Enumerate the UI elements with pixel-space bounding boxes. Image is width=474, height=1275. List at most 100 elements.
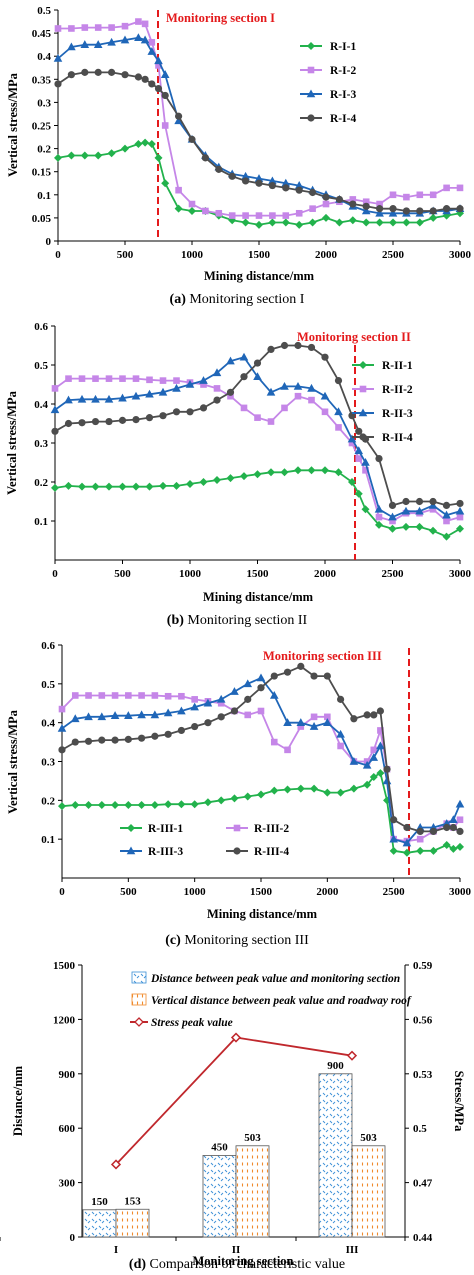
- series-point-r-ii-1: [91, 482, 100, 491]
- series-point-r-i-4: [215, 165, 223, 173]
- series-point-r-ii-2: [78, 375, 86, 382]
- legend-label-r-i-4: R-I-4: [330, 113, 356, 125]
- series-point-r-iii-4: [383, 765, 391, 773]
- series-point-r-iii-3: [84, 712, 93, 721]
- series-point-r-iii-3: [283, 718, 292, 726]
- series-point-r-ii-1: [145, 482, 154, 491]
- chart-b-xtick-label: 1000: [179, 568, 202, 580]
- series-point-r-i-4: [282, 184, 290, 192]
- series-point-r-iii-3: [243, 679, 253, 688]
- series-point-r-i-2: [429, 191, 437, 199]
- series-point-r-ii-1: [132, 482, 140, 491]
- series-point-r-iii-1: [369, 773, 378, 782]
- chart-d-xtick-label-i: I: [114, 1244, 118, 1256]
- series-point-r-iii-2: [164, 692, 172, 700]
- series-point-r-iii-3: [177, 706, 186, 715]
- series-point-r-iii-4: [370, 711, 378, 719]
- stress-peak-point: [346, 1050, 358, 1061]
- series-point-r-i-1: [402, 218, 411, 227]
- series-point-r-iii-1: [296, 784, 305, 793]
- series-point-r-ii-1: [321, 466, 329, 475]
- series-point-r-iii-3: [369, 753, 379, 761]
- series-point-r-i-3: [154, 56, 163, 65]
- series-point-r-ii-1: [415, 522, 424, 531]
- series-point-r-iii-3: [389, 834, 398, 843]
- series-point-r-ii-1: [429, 526, 437, 535]
- legend-label-r-iii-1: R-III-1: [148, 823, 183, 835]
- series-point-r-i-4: [201, 154, 209, 162]
- series-point-r-ii-3: [50, 405, 60, 414]
- series-point-r-ii-1: [213, 476, 221, 485]
- series-point-r-iii-4: [164, 730, 172, 738]
- series-point-r-ii-4: [334, 377, 343, 385]
- series-point-r-iii-1: [150, 800, 159, 809]
- legend-label-r-ii-2: R-II-2: [382, 384, 413, 396]
- series-point-r-i-3: [120, 35, 130, 44]
- series-point-r-i-3: [67, 42, 76, 51]
- legend-label-r-ii-3: R-II-3: [382, 408, 413, 420]
- series-point-r-ii-3: [280, 381, 289, 390]
- series-point-r-ii-3: [307, 383, 316, 392]
- chart-b-xlabel: Mining distance/mm: [203, 590, 314, 604]
- series-point-r-ii-3: [361, 458, 370, 466]
- series-point-r-i-4: [228, 172, 236, 180]
- series-point-r-ii-3: [266, 387, 276, 396]
- series-point-r-ii-3: [401, 506, 411, 515]
- series-point-r-iii-2: [370, 746, 378, 754]
- series-point-r-i-3: [53, 54, 63, 62]
- series-point-r-ii-1: [199, 478, 208, 486]
- chart-b-yticks: 0.1 0.2 0.3 0.4 0.5 0.6: [34, 321, 55, 528]
- series-point-r-ii-2: [456, 513, 464, 521]
- series-point-r-iii-3: [230, 687, 239, 695]
- series-point-r-i-3: [388, 208, 398, 217]
- legend-key-r-ii-4-marker: [359, 433, 367, 441]
- series-point-r-iii-1: [243, 792, 252, 801]
- series-point-r-ii-4: [159, 412, 167, 420]
- bar-series1-i: [82, 1209, 117, 1238]
- series-point-r-ii-1: [159, 481, 167, 490]
- series-point-r-iii-3: [137, 710, 146, 719]
- series-point-r-iii-4: [456, 827, 464, 836]
- series-point-r-iii-4: [337, 695, 345, 703]
- series-point-r-i-1: [429, 213, 438, 222]
- chart-d-bars: [82, 1073, 386, 1238]
- series-line-r-iii-2: [61, 694, 461, 842]
- chart-c-caption-text: Monitoring section III: [181, 933, 309, 948]
- series-point-r-iii-3: [97, 712, 107, 721]
- series-point-r-ii-4: [280, 341, 289, 350]
- series-point-r-ii-2: [173, 377, 180, 384]
- chart-c-section-label: Monitoring section III: [263, 649, 382, 663]
- chart-d-xtick-label-iii: III: [346, 1244, 359, 1256]
- legend-label-r-iii-2: R-III-2: [254, 823, 289, 835]
- chart-b-xtick-label: 2000: [314, 568, 337, 580]
- series-point-r-iii-4: [177, 726, 185, 735]
- series-point-r-i-4: [94, 68, 102, 76]
- chart-d-y2tick-label: 0.5: [413, 1123, 427, 1135]
- series-point-r-iii-3: [449, 815, 458, 824]
- series-point-r-iii-2: [297, 723, 305, 730]
- series-point-r-i-4: [161, 91, 169, 100]
- series-point-r-i-2: [456, 184, 464, 192]
- series-point-r-iii-1: [124, 800, 133, 809]
- series-point-r-ii-3: [293, 381, 303, 390]
- series-point-r-iii-1: [177, 800, 186, 809]
- series-point-r-ii-1: [172, 481, 181, 490]
- chart-a-ytick-label: 0.45: [32, 28, 52, 40]
- series-point-r-i-2: [81, 24, 89, 31]
- series-point-r-i-4: [67, 71, 75, 79]
- chart-c-ytick-label: 0.4: [41, 718, 55, 730]
- stress-peak-point: [110, 1159, 122, 1170]
- chart-a-xtick-label: 3000: [449, 249, 472, 261]
- series-point-r-i-4: [148, 80, 156, 88]
- chart-d-ytick-label: 1200: [53, 1014, 76, 1026]
- chart-b-ytick-label: 0.6: [34, 321, 48, 333]
- series-point-r-iii-4: [403, 823, 411, 832]
- series-point-r-i-4: [362, 202, 370, 210]
- series-point-r-i-4: [108, 68, 116, 76]
- series-point-r-iii-3: [110, 711, 120, 719]
- series-point-r-i-4: [349, 200, 357, 208]
- series-point-r-i-3: [140, 35, 150, 44]
- series-point-r-i-3: [147, 47, 157, 55]
- series-point-r-ii-1: [118, 482, 127, 491]
